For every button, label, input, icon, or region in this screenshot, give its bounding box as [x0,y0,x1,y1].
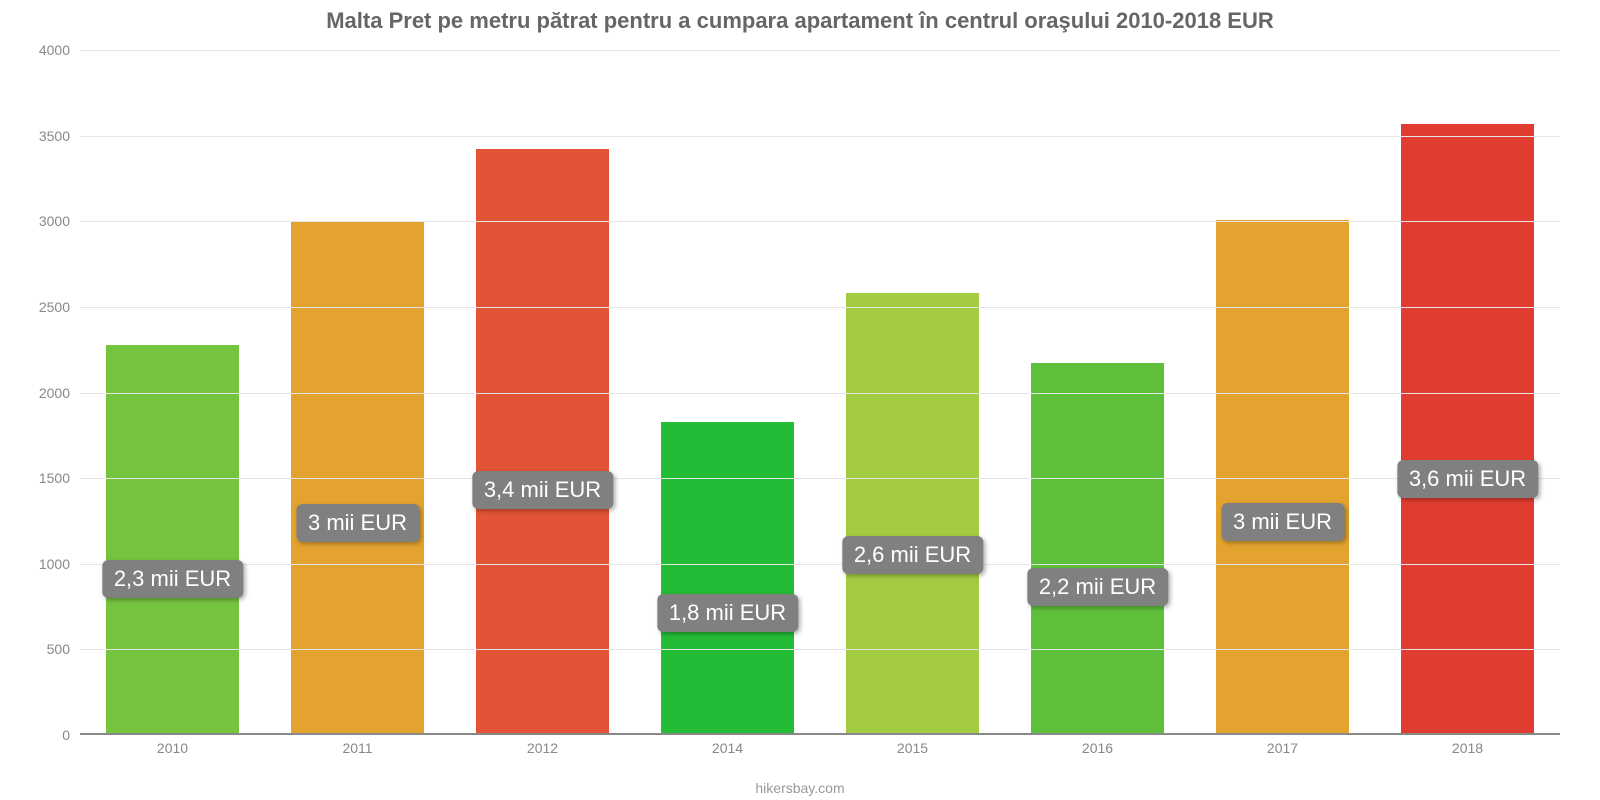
gridline [80,50,1560,51]
attribution-text: hikersbay.com [755,780,844,796]
x-tick-label: 2016 [1082,740,1113,756]
gridline [80,564,1560,565]
gridline [80,136,1560,137]
value-label: 3,4 mii EUR [472,471,613,509]
bar [846,293,979,735]
x-tick-label: 2012 [527,740,558,756]
y-tick-label: 3500 [39,128,70,144]
chart-title: Malta Pret pe metru pătrat pentru a cump… [0,0,1600,34]
x-tick-label: 2011 [342,740,372,756]
value-label: 2,3 mii EUR [102,560,243,598]
y-tick-label: 4000 [39,42,70,58]
chart-container: Malta Pret pe metru pătrat pentru a cump… [0,0,1600,800]
y-tick-label: 1000 [39,556,70,572]
y-tick-label: 3000 [39,213,70,229]
value-label: 3 mii EUR [296,504,419,542]
bar [476,149,609,735]
y-tick-label: 1500 [39,470,70,486]
value-label: 3 mii EUR [1221,503,1344,541]
y-tick-label: 0 [62,727,70,743]
value-label: 2,2 mii EUR [1027,568,1168,606]
plot-area [80,50,1560,735]
gridline [80,478,1560,479]
x-tick-label: 2017 [1267,740,1298,756]
value-label: 1,8 mii EUR [657,594,798,632]
y-tick-label: 2500 [39,299,70,315]
gridline [80,649,1560,650]
gridline [80,307,1560,308]
bar [106,345,239,735]
y-tick-label: 500 [47,641,70,657]
bar [1031,363,1164,735]
bar [661,422,794,735]
y-tick-label: 2000 [39,385,70,401]
gridline [80,221,1560,222]
value-label: 3,6 mii EUR [1397,460,1538,498]
x-tick-label: 2018 [1452,740,1483,756]
bar [1401,124,1534,735]
x-tick-label: 2014 [712,740,743,756]
x-tick-label: 2015 [897,740,928,756]
x-tick-label: 2010 [157,740,188,756]
gridline [80,393,1560,394]
x-axis-baseline [80,733,1560,735]
value-label: 2,6 mii EUR [842,536,983,574]
